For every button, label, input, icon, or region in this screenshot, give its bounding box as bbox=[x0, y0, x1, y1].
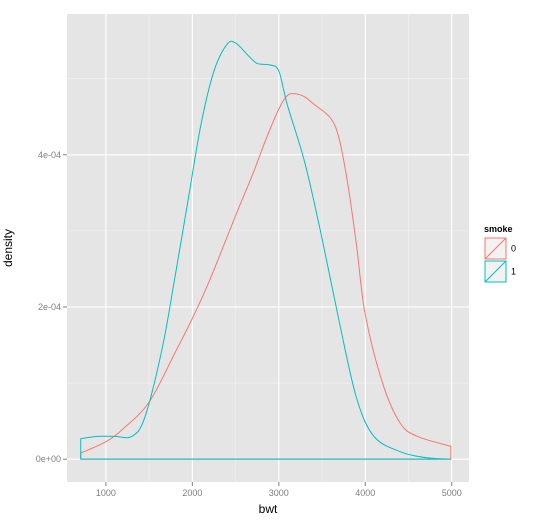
x-tick-label: 1000 bbox=[96, 488, 116, 498]
legend-title: smoke bbox=[484, 224, 513, 234]
density-curve-series-1 bbox=[80, 40, 452, 460]
legend-key-box bbox=[484, 237, 507, 260]
y-tick-label: 2e-04 bbox=[38, 302, 61, 312]
y-tick-label: 0e+00 bbox=[36, 454, 61, 464]
x-tick-label: 2000 bbox=[182, 488, 202, 498]
legend-entry-0: 0 bbox=[483, 236, 516, 261]
axis-ticks: 1000 2000 3000 4000 5000 0e+00 2e-04 4e-04 bbox=[36, 150, 462, 498]
x-tick-label: 3000 bbox=[269, 488, 289, 498]
legend-entry-1: 1 bbox=[483, 259, 516, 284]
grid-lines bbox=[67, 14, 469, 482]
plot-panel bbox=[67, 14, 469, 482]
x-tick-label: 4000 bbox=[355, 488, 375, 498]
legend-key-slash bbox=[484, 260, 507, 283]
density-curve-series-0 bbox=[80, 93, 452, 460]
density-curves bbox=[80, 40, 452, 460]
y-axis-title: density bbox=[1, 229, 15, 267]
x-tick-label: 5000 bbox=[442, 488, 462, 498]
x-axis-title: bwt bbox=[259, 502, 278, 516]
legend-key-slash bbox=[484, 237, 507, 260]
y-tick-label: 4e-04 bbox=[38, 150, 61, 160]
legend: smoke 0 1 bbox=[483, 224, 516, 284]
legend-label: 0 bbox=[511, 244, 516, 254]
legend-label: 1 bbox=[511, 267, 516, 277]
legend-key-box bbox=[484, 260, 507, 283]
